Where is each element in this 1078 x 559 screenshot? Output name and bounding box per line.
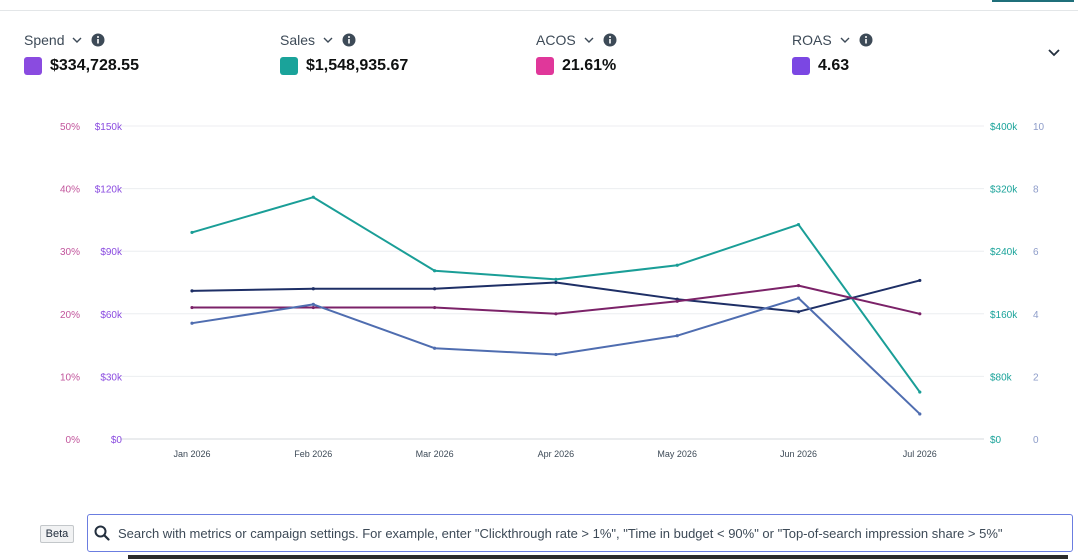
axis-tick-label-spend: $120k <box>95 185 123 196</box>
data-point-spend <box>311 287 315 291</box>
metric-roas: ROAS 4.63 <box>792 30 1032 75</box>
axis-tick-label-spend: $150k <box>95 122 123 133</box>
metric-color-swatch[interactable] <box>536 57 554 75</box>
metric-label: ACOS <box>536 32 576 48</box>
metric-color-swatch[interactable] <box>280 57 298 75</box>
axis-tick-label-roas: 6 <box>1033 247 1039 258</box>
data-point-roas <box>554 352 558 357</box>
axis-tick-label-acos: 50% <box>60 122 80 133</box>
chevron-down-icon[interactable] <box>839 34 851 46</box>
axis-tick-label-acos: 30% <box>60 247 80 258</box>
data-point-roas <box>190 321 194 325</box>
beta-badge: Beta <box>40 525 74 543</box>
data-point-acos <box>554 312 558 316</box>
data-point-acos <box>918 312 922 316</box>
data-point-acos <box>796 284 801 288</box>
axis-tick-label-spend: $30k <box>100 372 123 383</box>
x-tick-label: Jul 2026 <box>903 449 937 459</box>
metric-value: 21.61% <box>562 57 617 74</box>
axis-tick-label-spend: $90k <box>100 247 123 258</box>
x-tick-label: May 2026 <box>657 449 697 459</box>
axis-tick-label-sales: $80k <box>990 372 1013 383</box>
data-point-sales <box>675 263 679 267</box>
data-point-roas <box>675 334 679 338</box>
data-point-sales <box>796 222 801 227</box>
chevron-down-icon[interactable] <box>71 34 83 46</box>
x-tick-label: Jan 2026 <box>173 449 210 459</box>
axis-tick-label-roas: 0 <box>1033 435 1039 446</box>
metric-spend: Spend $334,728.55 <box>24 30 264 75</box>
data-point-acos <box>675 299 679 303</box>
data-point-acos <box>311 305 315 310</box>
axis-tick-label-spend: $60k <box>100 310 123 321</box>
data-point-sales <box>918 390 922 394</box>
data-point-spend <box>433 287 437 291</box>
x-tick-label: Apr 2026 <box>538 449 575 459</box>
performance-line-chart: 0% 10% 20% 30% 40% 50% $0 $30k $60k $90k $120k $150… <box>60 122 1045 459</box>
axis-tick-label-roas: 4 <box>1033 310 1039 321</box>
top-accent-bar <box>992 0 1074 2</box>
axis-tick-label-sales: $400k <box>990 122 1018 133</box>
axis-tick-label-spend: $0 <box>111 435 123 446</box>
metric-value: $1,548,935.67 <box>306 57 409 74</box>
metric-value: $334,728.55 <box>50 57 139 74</box>
chevron-down-icon[interactable] <box>322 34 334 46</box>
data-point-roas <box>311 302 315 307</box>
axis-tick-label-sales: $160k <box>990 310 1018 321</box>
search-icon <box>94 525 110 541</box>
info-icon[interactable] <box>859 33 873 47</box>
data-point-sales <box>433 269 437 273</box>
data-point-spend <box>918 278 922 283</box>
data-point-sales <box>554 277 558 281</box>
axis-tick-label-roas: 2 <box>1033 372 1039 383</box>
data-point-spend <box>796 310 801 314</box>
axis-tick-label-sales: $240k <box>990 247 1018 258</box>
data-point-acos <box>433 305 437 310</box>
x-tick-label: Mar 2026 <box>416 449 454 459</box>
data-point-roas <box>796 296 801 300</box>
search-input[interactable] <box>118 525 1058 541</box>
chevron-down-icon[interactable] <box>583 34 595 46</box>
metric-search-box <box>87 514 1073 552</box>
axis-tick-label-sales: $0 <box>990 435 1002 446</box>
metric-color-swatch[interactable] <box>24 57 42 75</box>
axis-tick-label-acos: 20% <box>60 310 80 321</box>
x-tick-label: Feb 2026 <box>294 449 332 459</box>
x-tick-label: Jun 2026 <box>780 449 817 459</box>
horizontal-scrollbar[interactable] <box>128 555 1068 559</box>
axis-tick-label-roas: 8 <box>1033 185 1039 196</box>
metric-sales: Sales $1,548,935.67 <box>280 30 520 75</box>
axis-tick-label-roas: 10 <box>1033 122 1045 133</box>
data-point-roas <box>918 412 922 416</box>
data-point-roas <box>433 346 437 350</box>
data-point-sales <box>311 195 315 199</box>
data-point-sales <box>190 230 194 235</box>
axis-tick-label-acos: 40% <box>60 185 80 196</box>
axis-tick-label-acos: 0% <box>66 435 81 446</box>
metric-acos: ACOS 21.61% <box>536 30 776 75</box>
info-icon[interactable] <box>91 33 105 47</box>
header-divider <box>0 10 1078 11</box>
metric-label: Spend <box>24 32 65 48</box>
metric-label: ROAS <box>792 32 832 48</box>
data-point-spend <box>554 280 558 285</box>
metric-value: 4.63 <box>818 57 850 74</box>
collapse-chevron-icon[interactable] <box>1046 44 1062 60</box>
data-point-acos <box>190 305 194 310</box>
data-point-spend <box>190 289 194 293</box>
series-line-sales <box>191 196 921 393</box>
metric-label: Sales <box>280 32 316 48</box>
info-icon[interactable] <box>342 33 356 47</box>
axis-tick-label-acos: 10% <box>60 372 80 383</box>
metric-color-swatch[interactable] <box>792 57 810 75</box>
info-icon[interactable] <box>603 33 617 47</box>
axis-tick-label-sales: $320k <box>990 185 1018 196</box>
